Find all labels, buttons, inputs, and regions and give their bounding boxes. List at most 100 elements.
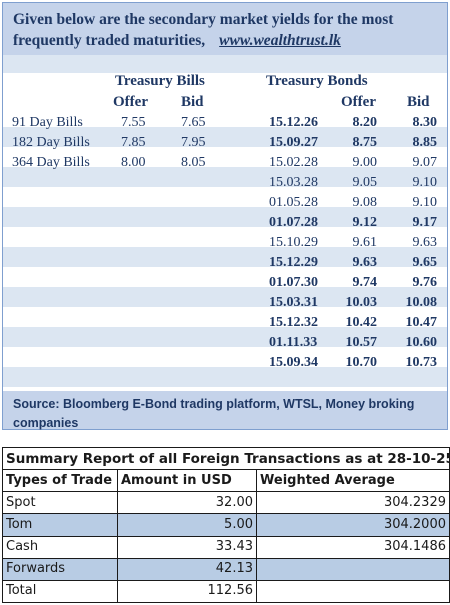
amount-usd: 42.13 xyxy=(117,557,257,581)
row-band xyxy=(3,147,447,167)
treasury-bonds-heading: Treasury Bonds xyxy=(266,73,368,89)
bond-bid: 9.17 xyxy=(412,215,438,230)
summary-row-cash: Cash 33.43 304.1486 xyxy=(2,535,450,559)
bond-offer: 9.05 xyxy=(352,175,378,190)
bill-bid: 8.05 xyxy=(181,155,206,170)
blank-band xyxy=(3,55,447,73)
bond-offer: 10.70 xyxy=(345,355,378,370)
bond-offer: 9.00 xyxy=(352,155,378,170)
bill-offer: 8.00 xyxy=(121,155,146,170)
bill-bid: 7.95 xyxy=(181,135,206,150)
row-band xyxy=(3,327,447,347)
bond-maturity: 15.12.26 xyxy=(269,115,318,130)
col-header-type: Types of Trade xyxy=(2,469,118,493)
weighted-average: 304.1486 xyxy=(256,535,450,559)
bond-maturity: 01.07.28 xyxy=(269,215,318,230)
bond-offer: 9.08 xyxy=(352,195,378,210)
summary-row-tom: Tom 5.00 304.2000 xyxy=(2,513,450,537)
row-band xyxy=(3,207,447,227)
bond-maturity: 15.12.32 xyxy=(269,315,318,330)
bond-maturity: 15.09.34 xyxy=(269,355,318,370)
summary-title-row: Summary Report of all Foreign Transactio… xyxy=(2,446,450,471)
summary-row-forwards: Forwards 42.13 xyxy=(2,557,450,581)
summary-row-total: Total 112.56 xyxy=(2,579,450,604)
bond-offer: 9.61 xyxy=(352,235,378,250)
bond-bid: 10.08 xyxy=(405,295,438,310)
bond-bid: 10.73 xyxy=(405,355,438,370)
summary-title: Summary Report of all Foreign Transactio… xyxy=(2,446,450,471)
bond-bid: 10.47 xyxy=(405,315,438,330)
trade-type: Forwards xyxy=(2,557,118,581)
bond-maturity: 01.11.33 xyxy=(269,335,318,350)
trade-type: Spot xyxy=(2,491,118,515)
row-band xyxy=(3,287,447,307)
bill-name: 91 Day Bills xyxy=(12,115,83,130)
row-band xyxy=(3,167,447,187)
trade-type: Cash xyxy=(2,535,118,559)
bond-bid: 9.10 xyxy=(412,175,438,190)
header-line-2: frequently traded maturities, www.wealtht… xyxy=(13,30,437,51)
header-line-2-text: frequently traded maturities, xyxy=(13,32,206,49)
trade-type: Total xyxy=(2,579,118,604)
bond-bid: 10.60 xyxy=(405,335,438,350)
weighted-average: 304.2329 xyxy=(256,491,450,515)
bill-name: 364 Day Bills xyxy=(12,155,90,170)
bond-offer: 8.75 xyxy=(352,135,378,150)
row-band xyxy=(3,307,447,327)
summary-header-row: Types of Trade Amount in USD Weighted Av… xyxy=(2,469,450,493)
source-note: Source: Bloomberg E-Bond trading platfor… xyxy=(3,391,447,430)
bond-maturity: 01.05.28 xyxy=(269,195,318,210)
bond-bid: 9.76 xyxy=(412,275,438,290)
bonds-bid-label: Bid xyxy=(407,94,430,110)
bond-bid: 9.10 xyxy=(412,195,438,210)
amount-usd: 32.00 xyxy=(117,491,257,515)
row-band xyxy=(3,247,447,267)
bond-offer: 10.03 xyxy=(345,295,378,310)
amount-usd: 33.43 xyxy=(117,535,257,559)
bills-offer-label: Offer xyxy=(113,94,148,110)
amount-usd: 5.00 xyxy=(117,513,257,537)
weighted-average xyxy=(256,579,450,604)
bond-maturity: 15.03.31 xyxy=(269,295,318,310)
bond-maturity: 15.03.28 xyxy=(269,175,318,190)
row-band xyxy=(3,107,447,127)
amount-usd: 112.56 xyxy=(117,579,257,604)
row-band xyxy=(3,127,447,147)
bond-offer: 10.57 xyxy=(345,335,378,350)
bond-bid: 9.07 xyxy=(412,155,438,170)
treasury-bills-heading: Treasury Bills xyxy=(115,73,205,89)
bill-name: 182 Day Bills xyxy=(12,135,90,150)
bond-maturity: 15.12.29 xyxy=(269,255,318,270)
summary-row-spot: Spot 32.00 304.2329 xyxy=(2,491,450,515)
bond-maturity: 15.09.27 xyxy=(269,135,318,150)
header-line-1: Given below are the secondary market yie… xyxy=(13,11,394,28)
yields-grid: Treasury Bills Treasury Bonds Offer Bid Offe… xyxy=(3,55,447,427)
bill-offer: 7.85 xyxy=(121,135,146,150)
trade-type: Tom xyxy=(2,513,118,537)
row-band xyxy=(3,347,447,367)
bills-bid-label: Bid xyxy=(181,94,204,110)
bond-offer: 9.74 xyxy=(352,275,378,290)
bonds-offer-label: Offer xyxy=(341,94,376,110)
col-header-amount: Amount in USD xyxy=(117,469,257,493)
row-band xyxy=(3,227,447,247)
row-band xyxy=(3,267,447,287)
bond-maturity: 15.10.29 xyxy=(269,235,318,250)
bond-bid: 9.63 xyxy=(412,235,438,250)
bond-offer: 9.12 xyxy=(352,215,378,230)
secondary-market-yields-panel: Given below are the secondary market yie… xyxy=(2,2,448,430)
weighted-average xyxy=(256,557,450,581)
col-header-weighted-average: Weighted Average xyxy=(256,469,450,493)
wealthtrust-link[interactable]: www.wealthtrust.lk xyxy=(219,32,341,49)
foreign-transactions-summary-table: Summary Report of all Foreign Transactio… xyxy=(2,446,450,604)
yields-header: Given below are the secondary market yie… xyxy=(3,3,447,55)
source-line-2: companies xyxy=(13,416,79,430)
bond-maturity: 15.02.28 xyxy=(269,155,318,170)
bond-bid: 8.85 xyxy=(412,135,438,150)
bond-offer: 8.20 xyxy=(352,115,378,130)
source-line-1: Source: Bloomberg E-Bond trading platfor… xyxy=(13,397,415,411)
bill-offer: 7.55 xyxy=(121,115,146,130)
bill-bid: 7.65 xyxy=(181,115,206,130)
bond-bid: 9.65 xyxy=(412,255,438,270)
weighted-average: 304.2000 xyxy=(256,513,450,537)
